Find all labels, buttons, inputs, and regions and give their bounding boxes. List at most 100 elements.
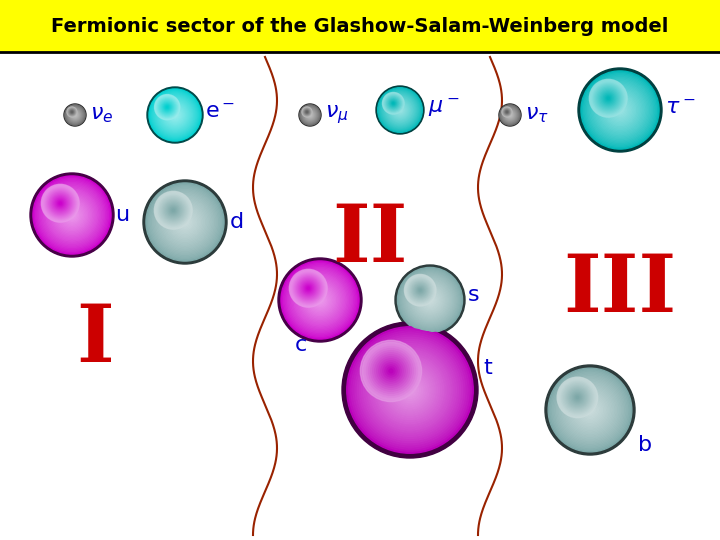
Circle shape [55, 198, 66, 208]
Circle shape [606, 96, 634, 124]
Circle shape [503, 109, 510, 116]
Circle shape [577, 397, 603, 423]
Circle shape [397, 267, 462, 333]
Circle shape [73, 113, 77, 117]
Circle shape [499, 104, 521, 126]
Circle shape [154, 94, 196, 136]
Circle shape [567, 386, 613, 434]
Circle shape [73, 113, 76, 116]
Circle shape [412, 282, 428, 299]
Circle shape [407, 276, 434, 304]
Circle shape [158, 195, 189, 225]
Circle shape [66, 106, 84, 124]
Circle shape [68, 109, 75, 115]
Circle shape [70, 110, 80, 120]
Circle shape [570, 389, 585, 406]
Circle shape [60, 203, 84, 227]
Circle shape [545, 365, 635, 455]
Circle shape [156, 96, 179, 119]
Circle shape [567, 388, 612, 433]
Circle shape [405, 275, 455, 325]
Circle shape [72, 112, 78, 118]
Text: Fermionic sector of the Glashow-Salam-Weinberg model: Fermionic sector of the Glashow-Salam-We… [51, 17, 669, 36]
Circle shape [302, 106, 318, 124]
Circle shape [316, 296, 324, 304]
Circle shape [151, 188, 219, 256]
Circle shape [66, 106, 84, 124]
Circle shape [390, 100, 397, 107]
Circle shape [507, 112, 513, 118]
Circle shape [311, 291, 329, 309]
Circle shape [372, 352, 448, 428]
Circle shape [169, 109, 181, 121]
Circle shape [294, 274, 346, 326]
Circle shape [423, 294, 436, 307]
Circle shape [509, 114, 511, 116]
Text: III: III [563, 251, 677, 329]
Circle shape [45, 188, 76, 218]
Circle shape [384, 365, 397, 377]
Text: $\tau^-$: $\tau^-$ [665, 98, 696, 118]
Circle shape [305, 110, 309, 113]
Circle shape [414, 284, 446, 316]
Circle shape [167, 204, 179, 217]
Circle shape [404, 384, 416, 396]
Circle shape [568, 388, 587, 407]
Circle shape [384, 94, 402, 112]
Circle shape [55, 198, 89, 232]
Circle shape [292, 272, 348, 329]
Circle shape [403, 273, 457, 327]
Circle shape [605, 94, 612, 102]
Circle shape [390, 100, 410, 120]
Circle shape [51, 194, 93, 236]
Circle shape [395, 265, 465, 335]
Circle shape [503, 108, 517, 122]
Circle shape [65, 105, 85, 125]
Circle shape [364, 343, 456, 436]
Circle shape [285, 265, 355, 335]
Text: $\mu^-$: $\mu^-$ [428, 97, 460, 119]
Circle shape [180, 217, 190, 227]
Circle shape [156, 96, 194, 134]
Circle shape [297, 277, 320, 300]
Circle shape [603, 93, 637, 127]
Circle shape [310, 114, 311, 116]
Circle shape [159, 99, 191, 131]
Circle shape [392, 103, 408, 117]
Circle shape [410, 281, 430, 300]
Circle shape [307, 287, 333, 313]
Circle shape [312, 292, 328, 308]
Circle shape [586, 406, 594, 414]
Circle shape [557, 376, 624, 443]
Circle shape [501, 106, 518, 124]
Circle shape [555, 375, 625, 445]
Circle shape [69, 109, 75, 115]
Circle shape [30, 173, 114, 257]
Circle shape [500, 105, 521, 125]
Circle shape [71, 214, 73, 217]
Circle shape [505, 111, 514, 119]
Text: t: t [483, 358, 492, 378]
Circle shape [146, 183, 224, 261]
Circle shape [387, 367, 395, 375]
Circle shape [418, 288, 442, 312]
Circle shape [395, 105, 405, 115]
Circle shape [176, 213, 194, 231]
Circle shape [593, 83, 647, 137]
Circle shape [289, 269, 351, 331]
Circle shape [306, 286, 334, 314]
Circle shape [561, 381, 619, 440]
Circle shape [156, 193, 191, 228]
Circle shape [290, 270, 350, 330]
Circle shape [301, 106, 319, 124]
Circle shape [303, 108, 317, 122]
Circle shape [573, 393, 582, 401]
Text: c: c [295, 335, 307, 355]
Circle shape [168, 205, 179, 215]
Circle shape [66, 208, 78, 221]
Circle shape [612, 102, 628, 118]
Circle shape [38, 181, 106, 249]
Circle shape [506, 111, 508, 113]
Circle shape [362, 342, 420, 400]
Circle shape [504, 109, 510, 115]
